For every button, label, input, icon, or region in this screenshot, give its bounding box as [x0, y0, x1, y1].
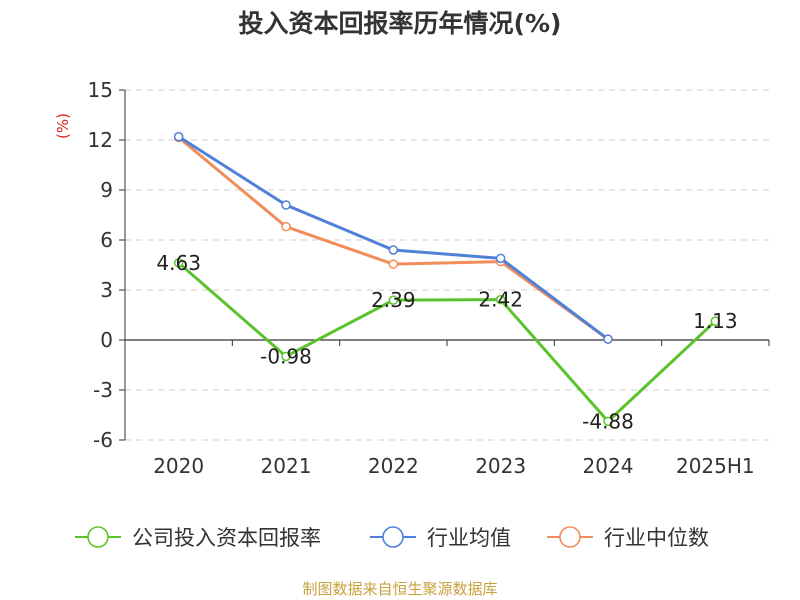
legend[interactable]: 公司投入资本回报率 行业均值 行业中位数: [75, 526, 709, 550]
y-tick-label: -6: [93, 428, 113, 452]
series-lines: [173, 131, 721, 427]
y-tick-label: -3: [93, 378, 113, 402]
data-point[interactable]: [281, 221, 291, 232]
data-point[interactable]: [388, 259, 399, 269]
data-label: 2.42: [478, 288, 523, 312]
data-point[interactable]: [603, 416, 613, 427]
x-tick-label: 2021: [261, 454, 312, 478]
data-point[interactable]: [388, 295, 399, 305]
series-line-0: [177, 261, 717, 423]
y-tick-label: 6: [100, 228, 113, 252]
data-point[interactable]: [281, 200, 291, 210]
data-label: 4.63: [156, 251, 201, 275]
gridlines: [125, 89, 769, 441]
axes: 15 12 9 6 3 0 -3 -6 2020 2021 2022 2023 2024 2025H1: [88, 78, 770, 478]
data-point[interactable]: [173, 131, 184, 142]
data-label: -0.98: [260, 344, 312, 368]
legend-label: 行业中位数: [604, 526, 709, 550]
y-tick-label: 3: [100, 278, 113, 302]
x-tick-label: 2023: [475, 454, 526, 478]
data-label: 1.13: [693, 309, 738, 333]
x-tick-label: 2025H1: [676, 454, 755, 478]
legend-marker-icon: [382, 526, 404, 548]
y-tick-label: 15: [88, 78, 113, 102]
legend-label: 行业均值: [427, 526, 511, 550]
x-tick-label: 2024: [583, 454, 634, 478]
data-point[interactable]: [710, 316, 721, 326]
data-point[interactable]: [388, 245, 399, 255]
legend-marker-icon: [559, 526, 581, 548]
data-label: -4.88: [582, 409, 634, 433]
data-source-note: 制图数据来自恒生聚源数据库: [302, 580, 497, 598]
data-point[interactable]: [603, 334, 613, 344]
data-point[interactable]: [495, 294, 506, 305]
data-labels: 4.63 -0.98 2.39 2.42 -4.88 1.13: [156, 251, 737, 434]
legend-item-2[interactable]: 行业中位数: [547, 526, 709, 550]
legend-label: 公司投入资本回报率: [132, 526, 321, 550]
data-label: 2.39: [371, 288, 416, 312]
legend-item-0[interactable]: 公司投入资本回报率: [75, 526, 321, 550]
x-tick-label: 2020: [153, 454, 204, 478]
data-point[interactable]: [495, 253, 506, 264]
y-tick-label: 0: [100, 328, 113, 352]
legend-item-1[interactable]: 行业均值: [370, 526, 511, 550]
y-tick-label: 12: [88, 128, 113, 152]
y-tick-label: 9: [100, 178, 113, 202]
chart-title: 投入资本回报率历年情况(%): [239, 9, 562, 38]
data-point[interactable]: [281, 351, 291, 362]
y-axis-unit: (%): [54, 113, 72, 139]
data-point[interactable]: [173, 258, 184, 268]
legend-marker-icon: [87, 526, 109, 548]
x-tick-label: 2022: [368, 454, 419, 478]
